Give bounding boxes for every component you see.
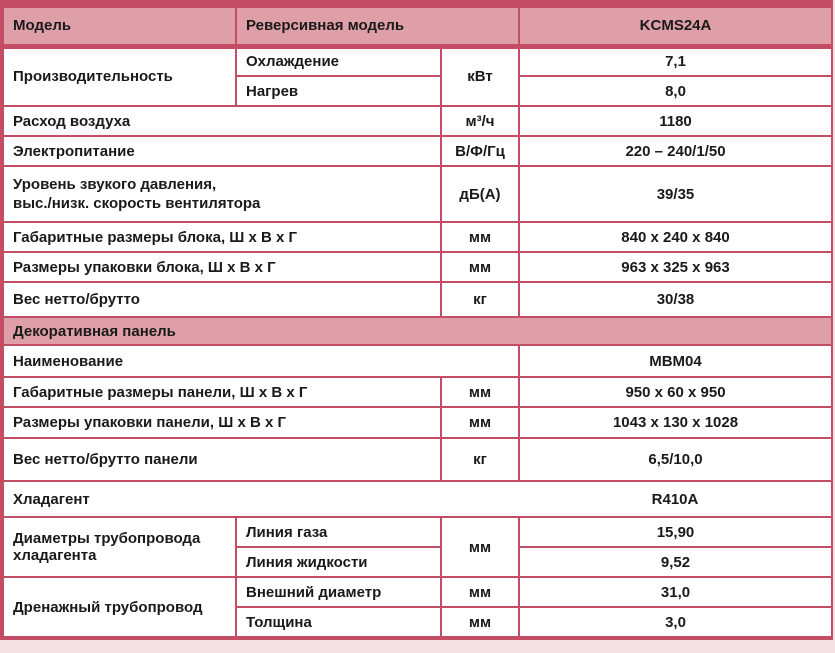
row-drain-thickness: Толщина мм 3,0 [3,606,833,638]
cell-panel-dimensions-label: Габаритные размеры панели, Ш х В х Г [2,376,442,408]
cell-panel-weight-label: Вес нетто/брутто панели [2,437,442,482]
row-sound-pressure: Уровень звукого давления, выс./низк. ско… [2,165,833,223]
cell-drain-thickness-label: Толщина [235,606,442,638]
row-pipe-gas: Диаметры трубопровода хладагента Линия г… [2,516,833,578]
cell-refrigerant-label: Хладагент [2,480,519,518]
cell-panel-package-value: 1043 x 130 x 1028 [518,406,833,439]
cell-panel-name-label: Наименование [2,344,520,378]
row-panel-weight: Вес нетто/брутто панели кг 6,5/10,0 [2,437,833,482]
spec-table-frame: Модель Реверсивная модель KCMS24A Произв… [0,0,833,640]
cell-drain-thickness-unit: мм [440,606,520,638]
row-panel-package: Размеры упаковки панели, Ш х В х Г мм 10… [2,406,833,439]
cell-unit-dimensions-label: Габаритные размеры блока, Ш х В х Г [2,221,442,253]
row-performance-cooling: Производительность Охлаждение кВт 7,1 [2,45,833,107]
cell-unit-dimensions-value: 840 x 240 x 840 [518,221,833,253]
cell-unit-weight-label: Вес нетто/брутто [2,281,442,318]
cell-unit-weight-unit: кг [440,281,520,318]
row-drain-outer: Дренажный трубопровод Внешний диаметр мм… [2,576,833,638]
cell-sound-pressure-value: 39/35 [518,165,833,223]
row-performance-heating: Нагрев 8,0 [3,75,833,107]
header-row: Модель Реверсивная модель KCMS24A [2,6,833,49]
cell-gas-label: Линия газа [235,516,442,548]
cell-unit-dimensions-unit: мм [440,221,520,253]
sound-pressure-label-line2: выс./низк. скорость вентилятора [13,195,261,212]
cell-drain-pipe-label: Дренажный трубопровод [2,576,237,638]
cell-heating-label: Нагрев [235,75,442,107]
cell-drain-outer-unit: мм [440,576,520,608]
cell-cooling-value: 7,1 [518,45,833,77]
cell-panel-package-label: Размеры упаковки панели, Ш х В х Г [2,406,442,439]
cell-panel-name-value: MBM04 [518,344,833,378]
cell-liquid-label: Линия жидкости [235,546,442,578]
row-air-flow: Расход воздуха м³/ч 1180 [2,105,833,137]
header-cell-model: Модель [2,6,237,49]
cell-unit-package-label: Размеры упаковки блока, Ш х В х Г [2,251,442,283]
cell-drain-thickness-value: 3,0 [518,606,833,638]
cell-unit-weight-value: 30/38 [518,281,833,318]
cell-panel-dimensions-value: 950 x 60 x 950 [518,376,833,408]
cell-air-flow-unit: м³/ч [440,105,520,137]
cell-unit-package-unit: мм [440,251,520,283]
row-unit-dimensions: Габаритные размеры блока, Ш х В х Г мм 8… [2,221,833,253]
row-pipe-liquid: Линия жидкости 9,52 [3,546,833,578]
row-unit-package: Размеры упаковки блока, Ш х В х Г мм 963… [2,251,833,283]
cell-performance-label: Производительность [2,45,237,107]
cell-sound-pressure-label: Уровень звукого давления, выс./низк. ско… [2,165,442,223]
cell-power-supply-unit: В/Ф/Гц [440,135,520,167]
cell-refrigerant-value: R410A [519,480,833,518]
header-cell-reversible-model: Реверсивная модель [235,6,520,49]
cell-performance-unit: кВт [440,45,520,107]
cell-air-flow-value: 1180 [518,105,833,137]
cell-heating-value: 8,0 [518,75,833,107]
cell-cooling-label: Охлаждение [235,45,442,77]
cell-air-flow-label: Расход воздуха [2,105,442,137]
cell-panel-dimensions-unit: мм [440,376,520,408]
cell-sound-pressure-unit: дБ(А) [440,165,520,223]
cell-pipe-diameters-label: Диаметры трубопровода хладагента [2,516,237,578]
header-cell-model-value: KCMS24A [518,6,833,49]
row-refrigerant: Хладагент R410A [2,480,833,518]
sound-pressure-label-line1: Уровень звукого давления, [13,175,217,193]
spec-table: Модель Реверсивная модель KCMS24A Произв… [2,6,833,638]
cell-panel-weight-unit: кг [440,437,520,482]
row-power-supply: Электропитание В/Ф/Гц 220 – 240/1/50 [2,135,833,167]
cell-drain-outer-label: Внешний диаметр [235,576,442,608]
cell-panel-package-unit: мм [440,406,520,439]
cell-liquid-value: 9,52 [518,546,833,578]
cell-unit-package-value: 963 x 325 x 963 [518,251,833,283]
cell-drain-outer-value: 31,0 [518,576,833,608]
cell-panel-section-label: Декоративная панель [2,316,833,346]
cell-pipe-diameters-unit: мм [440,516,520,578]
cell-power-supply-label: Электропитание [2,135,442,167]
cell-power-supply-value: 220 – 240/1/50 [518,135,833,167]
section-row-decorative-panel: Декоративная панель [2,316,833,346]
row-panel-dimensions: Габаритные размеры панели, Ш х В х Г мм … [2,376,833,408]
cell-gas-value: 15,90 [518,516,833,548]
cell-panel-weight-value: 6,5/10,0 [518,437,833,482]
row-unit-weight: Вес нетто/брутто кг 30/38 [2,281,833,318]
row-panel-name: Наименование MBM04 [2,344,833,378]
